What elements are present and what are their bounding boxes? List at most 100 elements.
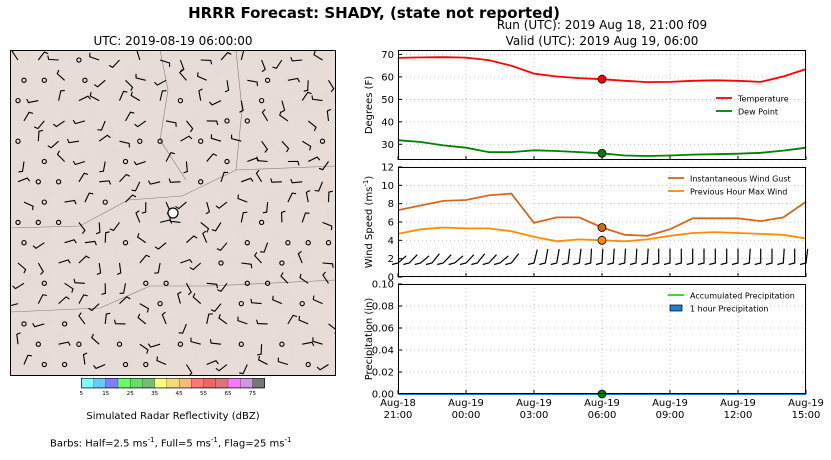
calm-wind-marker [264,77,271,83]
plot-frame [398,50,806,160]
map-wind-barb [215,201,228,209]
map-wind-barb [327,190,333,203]
map-wind-barb [72,119,86,125]
map-wind-barb [165,152,175,162]
wind-barb [652,248,660,266]
map-wind-barb [326,108,332,121]
map-wind-barb [88,303,100,312]
calm-wind-marker [143,280,149,286]
plot-frame [398,284,806,394]
map-wind-barb [161,311,167,325]
map-wind-barb [185,120,194,133]
wind-barb [641,248,649,266]
y-tick-label: 0.04 [372,346,394,357]
map-wind-barb [314,181,324,192]
x-tick-label-time: 12:00 [724,410,753,421]
map-wind-barb [23,201,34,211]
calm-wind-marker [198,179,204,185]
map-wind-barb [178,323,187,334]
calm-wind-marker [238,341,244,347]
calm-wind-marker [41,77,47,83]
x-tick-label-time: 21:00 [384,410,413,421]
map-wind-barb [89,52,100,61]
calm-wind-marker [76,341,82,347]
y-tick-label: 0.02 [372,368,394,379]
calm-wind-marker [279,260,285,266]
map-wind-barb [147,180,161,185]
map-wind-barb [206,120,219,126]
chart-panel-1: 30 40 50 60 70 Degrees (F) Temperature Dew Poin… [364,50,807,160]
calm-wind-marker [76,57,82,63]
legend-label: Temperature [737,95,789,104]
y-tick-label: 50 [381,95,394,106]
state-borders [10,50,336,313]
colorbar-tick-label: 35 [151,391,159,396]
map-wind-barb [116,262,122,276]
map-wind-barb [82,352,88,365]
wind-barb [539,248,549,266]
map-wind-barb [104,312,111,324]
map-wind-barb [104,231,110,243]
valid-time-marker [597,235,607,245]
map-wind-barb [73,278,85,284]
map-wind-barb [272,295,283,305]
wind-barb [788,248,796,266]
colorbar-tick-label: 55 [200,391,208,396]
map-wind-barb [58,90,65,101]
y-tick-label: 0.00 [372,390,394,401]
map-wind-barb [209,339,222,345]
map-wind-barb [97,120,106,131]
map-wind-barb [177,291,182,304]
y-tick-label: 8 [388,199,394,210]
calm-wind-marker [15,138,21,144]
calm-wind-marker [116,341,123,347]
x-tick-label-time: 09:00 [656,410,685,421]
map-wind-barb [154,242,167,250]
map-wind-barb [250,298,262,305]
calm-wind-marker [137,138,143,144]
map-wind-barb [18,161,25,173]
calm-wind-marker [21,240,27,246]
map-wind-barb [119,296,131,305]
x-tick-label-date: Aug-19 [516,398,552,409]
wind-barb [686,248,694,266]
map-wind-barb [305,190,311,203]
y-tick-label: 2 [388,254,394,265]
wind-barb [561,248,571,266]
y-axis-label-suffix: ) [364,176,375,180]
map-wind-barb [56,150,65,162]
map-wind-barb [58,296,70,305]
map-wind-barb [96,262,102,276]
legend: Accumulated Precipitation 1 hour Precipit… [668,292,795,314]
y-tick-label: 0 [388,273,394,284]
calm-wind-marker [21,77,27,83]
wind-barb [527,249,538,266]
map-wind-barb [237,316,248,325]
wind-barb [437,254,452,266]
map-wind-barb [301,212,310,223]
map-wind-barb [17,177,31,183]
map-wind-barb [125,79,134,92]
map-wind-barb [78,255,90,264]
y-tick-label: 40 [381,117,394,128]
map-wind-barb [99,180,112,185]
wind-barb [765,248,773,266]
map-wind-barb [23,354,32,365]
calm-wind-marker [35,341,41,347]
map-wind-barb [312,337,323,345]
legend-swatch [669,304,683,312]
map-wind-barb [290,57,303,62]
map-wind-barb [154,262,161,274]
map-wind-barb [303,80,309,92]
map-wind-barb [307,156,321,162]
map-wind-barb [37,262,44,275]
x-tick-label-date: Aug-18 [380,398,416,409]
map-wind-barb [277,357,289,366]
map-wind-barb [186,235,198,244]
map-wind-barb [220,51,232,61]
legend-label: Instantaneous Wind Gust [690,175,791,184]
wind-barb [777,248,785,266]
x-tick-label-date: Aug-19 [652,398,688,409]
calm-wind-marker [325,240,332,246]
calm-wind-marker [122,158,129,165]
